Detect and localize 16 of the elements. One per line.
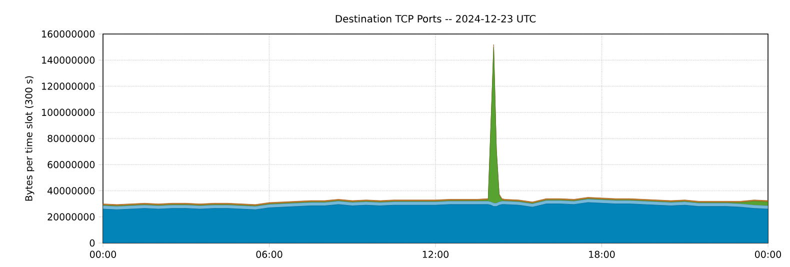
y-tick-label: 160000000: [42, 30, 95, 38]
y-tick-label: 40000000: [48, 187, 95, 194]
y-tick-label: 140000000: [42, 56, 95, 64]
y-tick-label: 100000000: [42, 108, 95, 116]
x-tick-label: 00:00: [90, 250, 116, 258]
y-axis-title: Bytes per time slot (300 s): [25, 76, 34, 201]
y-tick-label: 0: [90, 239, 95, 247]
x-tick-label: 18:00: [589, 250, 615, 258]
x-tick-label: 00:00: [754, 250, 782, 258]
y-tick-label: 80000000: [48, 134, 95, 142]
y-tick-label: 120000000: [42, 82, 95, 90]
x-tick-label: 12:00: [422, 250, 449, 258]
x-tick-label: 06:00: [256, 250, 282, 258]
y-tick-label: 60000000: [48, 161, 95, 168]
chart-title: Destination TCP Ports -- 2024-12-23 UTC: [336, 14, 536, 22]
y-tick-label: 20000000: [48, 213, 95, 220]
